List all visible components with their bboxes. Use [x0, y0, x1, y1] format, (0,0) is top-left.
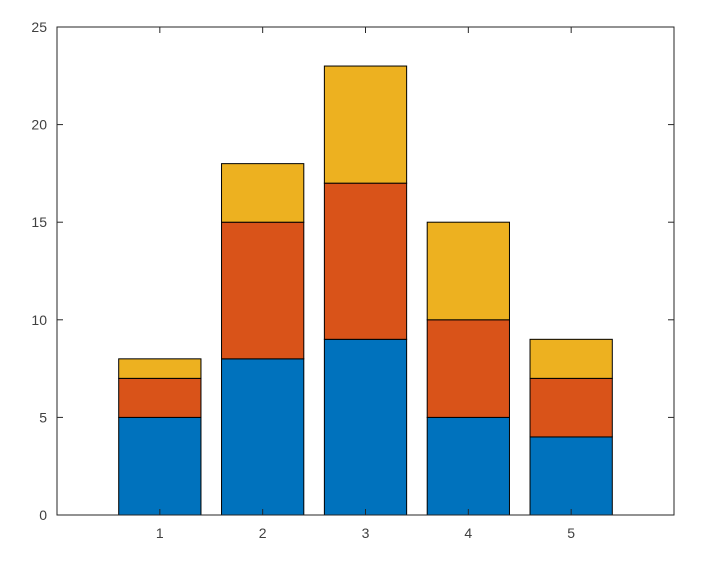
- bar-1-series-3: [118, 358, 202, 379]
- bar-4-series-1: [426, 416, 510, 516]
- y-tick-label: 15: [31, 214, 47, 230]
- y-tick-labels: 0 5 10 15 20 25: [31, 19, 47, 523]
- x-tick-label: 4: [464, 525, 472, 541]
- bar-2-series-3: [221, 163, 305, 223]
- x-tick-labels: 1 2 3 4 5: [156, 525, 575, 541]
- bar-2-series-2: [221, 221, 305, 360]
- y-tick-label: 25: [31, 19, 47, 35]
- y-tick-label: 20: [31, 117, 47, 133]
- bar-1-series-1: [118, 416, 202, 516]
- bar-3-series-3: [323, 65, 408, 184]
- bar-5-series-1: [529, 436, 613, 516]
- x-tick-label: 3: [362, 525, 370, 541]
- bar-1-series-2: [118, 377, 202, 418]
- bar-3-series-1: [323, 338, 408, 516]
- bar-5-series-3: [529, 338, 613, 379]
- bar-4-series-2: [426, 319, 510, 418]
- y-tick-label: 10: [31, 312, 47, 328]
- x-tick-label: 1: [156, 525, 164, 541]
- x-tick-label: 2: [259, 525, 267, 541]
- axes-box: [56, 26, 675, 516]
- y-tick-label: 5: [39, 409, 47, 425]
- bar-4-series-3: [426, 221, 510, 321]
- bar-series-group: [118, 65, 613, 516]
- bar-2-series-1: [221, 358, 305, 516]
- bar-3-series-2: [323, 182, 408, 340]
- y-tick-label: 0: [39, 507, 47, 523]
- bar-5-series-2: [529, 377, 613, 438]
- x-tick-label: 5: [567, 525, 575, 541]
